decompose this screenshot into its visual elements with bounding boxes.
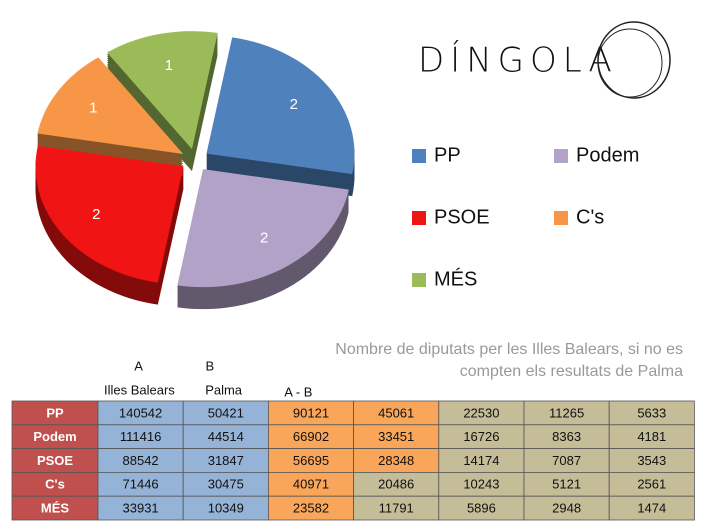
data-label: 1 [165, 57, 173, 74]
legend-label: PSOE [434, 206, 490, 228]
legend-label: Podem [576, 144, 639, 166]
cell-value: 1474 [637, 501, 666, 516]
legend-swatch [412, 149, 426, 163]
cell-value: 28348 [378, 453, 414, 468]
cell-value: 30475 [208, 477, 244, 492]
cell-value: 140542 [119, 405, 162, 420]
row-name: C's [45, 477, 65, 492]
cell-value: 10243 [463, 477, 499, 492]
cell-value: 2561 [637, 477, 666, 492]
row-name: PSOE [37, 453, 73, 468]
legend-label: MÉS [434, 267, 477, 290]
cell-value: 3543 [637, 453, 666, 468]
cell-value: 5121 [552, 477, 581, 492]
data-label: 2 [290, 96, 298, 113]
row-name: MÉS [41, 501, 70, 516]
cell-value: 90121 [293, 405, 329, 420]
row-name: PP [46, 405, 64, 420]
logo-circle [597, 28, 663, 98]
cell-value: 66902 [293, 429, 329, 444]
data-label: 2 [92, 206, 100, 223]
column-letter: A [134, 358, 143, 373]
cell-value: 8363 [552, 429, 581, 444]
data-label: 1 [89, 99, 97, 116]
pie-slice [107, 31, 218, 150]
cell-value: 33931 [123, 501, 159, 516]
cell-value: 50421 [208, 405, 244, 420]
legend-swatch [412, 273, 426, 287]
cell-value: 10349 [208, 501, 244, 516]
cell-value: 16726 [463, 429, 499, 444]
data-label: 2 [260, 230, 268, 247]
cell-value: 23582 [293, 501, 329, 516]
caption: Nombre de diputats per les Illes Balears… [335, 341, 683, 358]
cell-value: 40971 [293, 477, 329, 492]
cell-value: 7087 [552, 453, 581, 468]
cell-value: 88542 [123, 453, 159, 468]
cell-value: 11791 [379, 501, 414, 516]
legend-swatch [554, 211, 568, 225]
cell-value: 20486 [378, 477, 414, 492]
cell-value: 22530 [463, 405, 499, 420]
legend-swatch [412, 211, 426, 225]
cell-value: 11265 [549, 405, 584, 420]
cell-value: 33451 [378, 429, 414, 444]
cell-value: 44514 [208, 429, 244, 444]
logo-text: DÍNGOLA [418, 40, 618, 81]
cell-value: 5633 [637, 405, 666, 420]
pie-slice [206, 37, 355, 175]
pie-slice [37, 57, 184, 155]
column-label: A - B [284, 384, 312, 399]
cell-value: 4181 [637, 429, 666, 444]
cell-value: 14174 [463, 453, 499, 468]
legend-label: C's [576, 206, 604, 228]
cell-value: 5896 [467, 501, 496, 516]
caption: compten els resultats de Palma [460, 363, 683, 380]
row-name: Podem [33, 429, 76, 444]
cell-value: 2948 [552, 501, 581, 516]
cell-value: 56695 [293, 453, 329, 468]
column-label: Illes Balears [104, 382, 175, 397]
cell-value: 111416 [120, 429, 161, 444]
cell [608, 495, 695, 521]
cell-value: 31847 [208, 453, 244, 468]
column-letter: B [205, 358, 214, 373]
column-label: Palma [205, 382, 243, 397]
pie-slice [35, 145, 184, 283]
legend-swatch [554, 149, 568, 163]
legend-label: PP [434, 144, 461, 166]
cell-value: 45061 [378, 405, 414, 420]
cell-value: 71446 [123, 477, 159, 492]
pie-slice [177, 169, 349, 288]
